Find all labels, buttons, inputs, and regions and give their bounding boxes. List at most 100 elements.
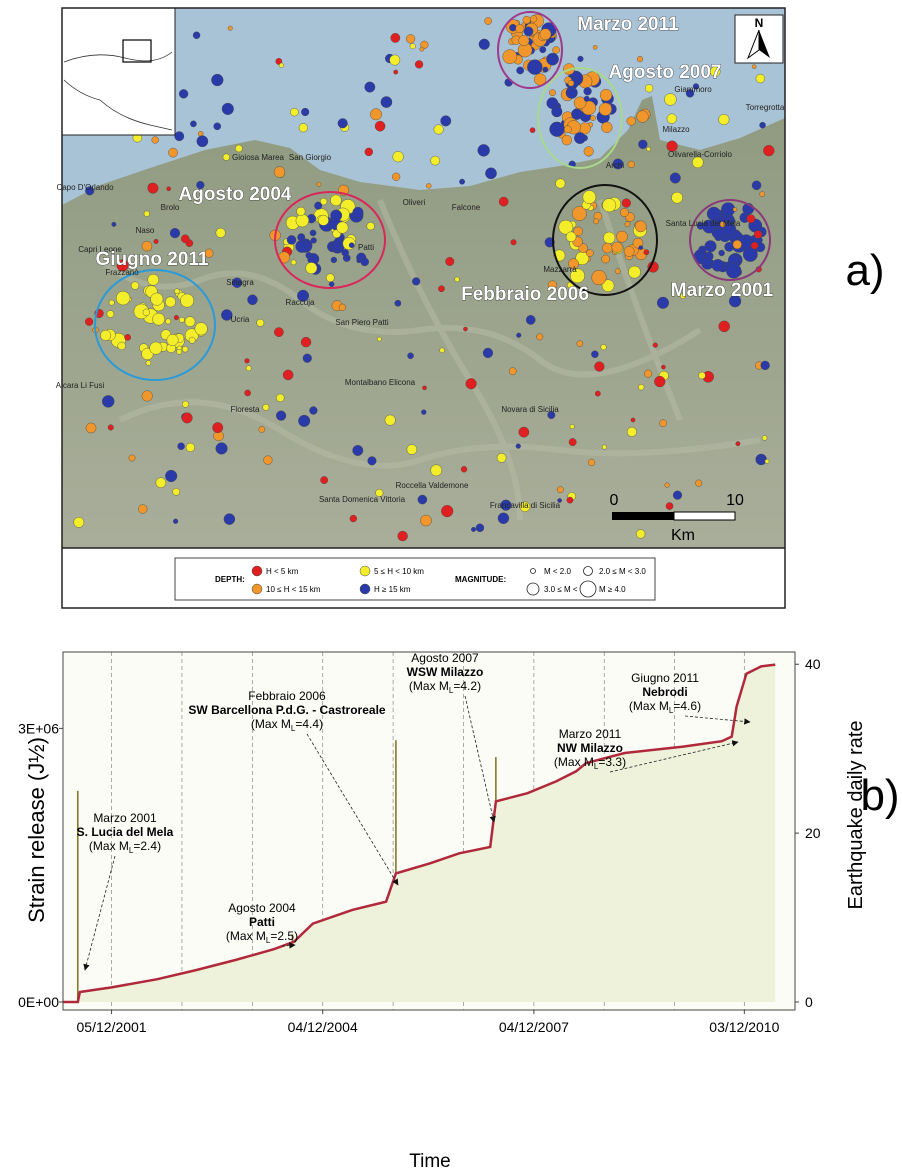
epicenter <box>719 114 730 125</box>
epicenter <box>564 126 571 133</box>
epicenter <box>592 270 607 285</box>
cluster-label: Marzo 2001 <box>671 280 774 301</box>
epicenter <box>519 35 530 46</box>
epicenter <box>246 366 251 371</box>
epicenter <box>562 135 572 145</box>
epicenter <box>263 404 269 410</box>
scale-start: 0 <box>610 492 619 509</box>
epicenter <box>459 179 464 184</box>
epicenter <box>509 24 516 31</box>
epicenter <box>318 215 328 225</box>
epicenter <box>407 444 417 454</box>
epicenter <box>569 438 576 445</box>
place-name: San Giorgio <box>289 153 332 162</box>
cluster-label: Febbraio 2006 <box>461 284 589 305</box>
epicenter <box>485 17 492 24</box>
epicenter <box>524 27 533 36</box>
epicenter <box>142 391 153 402</box>
epicenter <box>109 300 114 305</box>
epicenter <box>418 495 427 504</box>
epicenter <box>299 123 308 132</box>
annotation-title: Giugno 2011 <box>631 671 699 685</box>
epicenter <box>349 243 354 248</box>
epicenter <box>647 147 651 151</box>
epicenter <box>167 187 171 191</box>
epicenter <box>516 24 524 32</box>
epicenter <box>182 413 192 423</box>
epicenter <box>108 425 114 431</box>
legend-title: MAGNITUDE: <box>455 575 506 584</box>
epicenter <box>338 118 348 128</box>
annotation-title: Agosto 2007 <box>411 651 479 665</box>
epicenter <box>628 266 640 278</box>
scale-unit: Km <box>671 527 695 544</box>
epicenter <box>152 137 159 144</box>
epicenter <box>657 297 669 309</box>
epicenter <box>466 378 477 389</box>
epicenter <box>154 239 159 244</box>
epicenter <box>320 476 327 483</box>
epicenter <box>719 250 725 256</box>
epicenter <box>390 55 400 65</box>
epicenter <box>705 240 717 252</box>
epicenter <box>445 257 454 266</box>
epicenter <box>297 233 304 240</box>
epicenter <box>214 123 221 130</box>
place-name: Floresta <box>231 405 260 414</box>
epicenter <box>74 517 84 527</box>
epicenter <box>245 390 251 396</box>
place-name: Oliveri <box>403 198 426 207</box>
epicenter <box>150 342 163 355</box>
epicenter <box>311 238 317 244</box>
epicenter <box>131 282 139 290</box>
annotation-title: Agosto 2004 <box>228 901 296 915</box>
epicenter <box>583 190 596 203</box>
epicenter <box>673 491 682 500</box>
epicenter <box>86 423 96 433</box>
epicenter <box>395 300 401 306</box>
cluster-label: Agosto 2007 <box>609 62 722 83</box>
epicenter <box>557 486 563 492</box>
epicenter <box>671 192 682 203</box>
epicenter <box>190 121 196 127</box>
epicenter <box>148 274 159 285</box>
epicenter <box>483 348 493 358</box>
epicenter <box>471 527 476 532</box>
epicenter <box>736 441 740 445</box>
epicenter <box>615 269 620 274</box>
epicenter <box>712 259 724 271</box>
epicenter <box>638 140 647 149</box>
epicenter <box>590 116 595 121</box>
epicenter <box>165 319 170 324</box>
epicenter <box>156 478 166 488</box>
epicenter <box>224 514 235 525</box>
panel-label: b) <box>860 771 899 820</box>
epicenter <box>661 365 665 369</box>
epicenter <box>426 183 431 188</box>
epicenter <box>540 29 551 40</box>
epicenter <box>751 242 758 249</box>
magnitude-suffix: =4.6) <box>673 699 701 713</box>
epicenter <box>757 456 762 461</box>
epicenter <box>412 277 420 285</box>
epicenter <box>595 391 600 396</box>
epicenter <box>660 420 667 427</box>
annotation-title: Febbraio 2006 <box>248 689 326 703</box>
epicenter <box>584 96 590 102</box>
x-tick-label: 03/12/2010 <box>709 1019 779 1035</box>
epicenter <box>547 53 559 65</box>
epicenter <box>509 368 516 375</box>
place-name: Mazzarrà <box>543 265 577 274</box>
epicenter <box>263 456 272 465</box>
epicenter <box>666 502 673 509</box>
epicenter <box>370 109 381 120</box>
epicenter <box>298 415 310 427</box>
epicenter <box>415 61 423 69</box>
cluster-label: Giugno 2011 <box>96 249 209 270</box>
legend-label: 2.0 ≤ M < 3.0 <box>599 567 646 576</box>
epicenter <box>306 252 312 258</box>
epicenter <box>628 161 635 168</box>
epicenter <box>337 222 349 234</box>
epicenter <box>100 330 111 341</box>
epicenter <box>602 445 607 450</box>
